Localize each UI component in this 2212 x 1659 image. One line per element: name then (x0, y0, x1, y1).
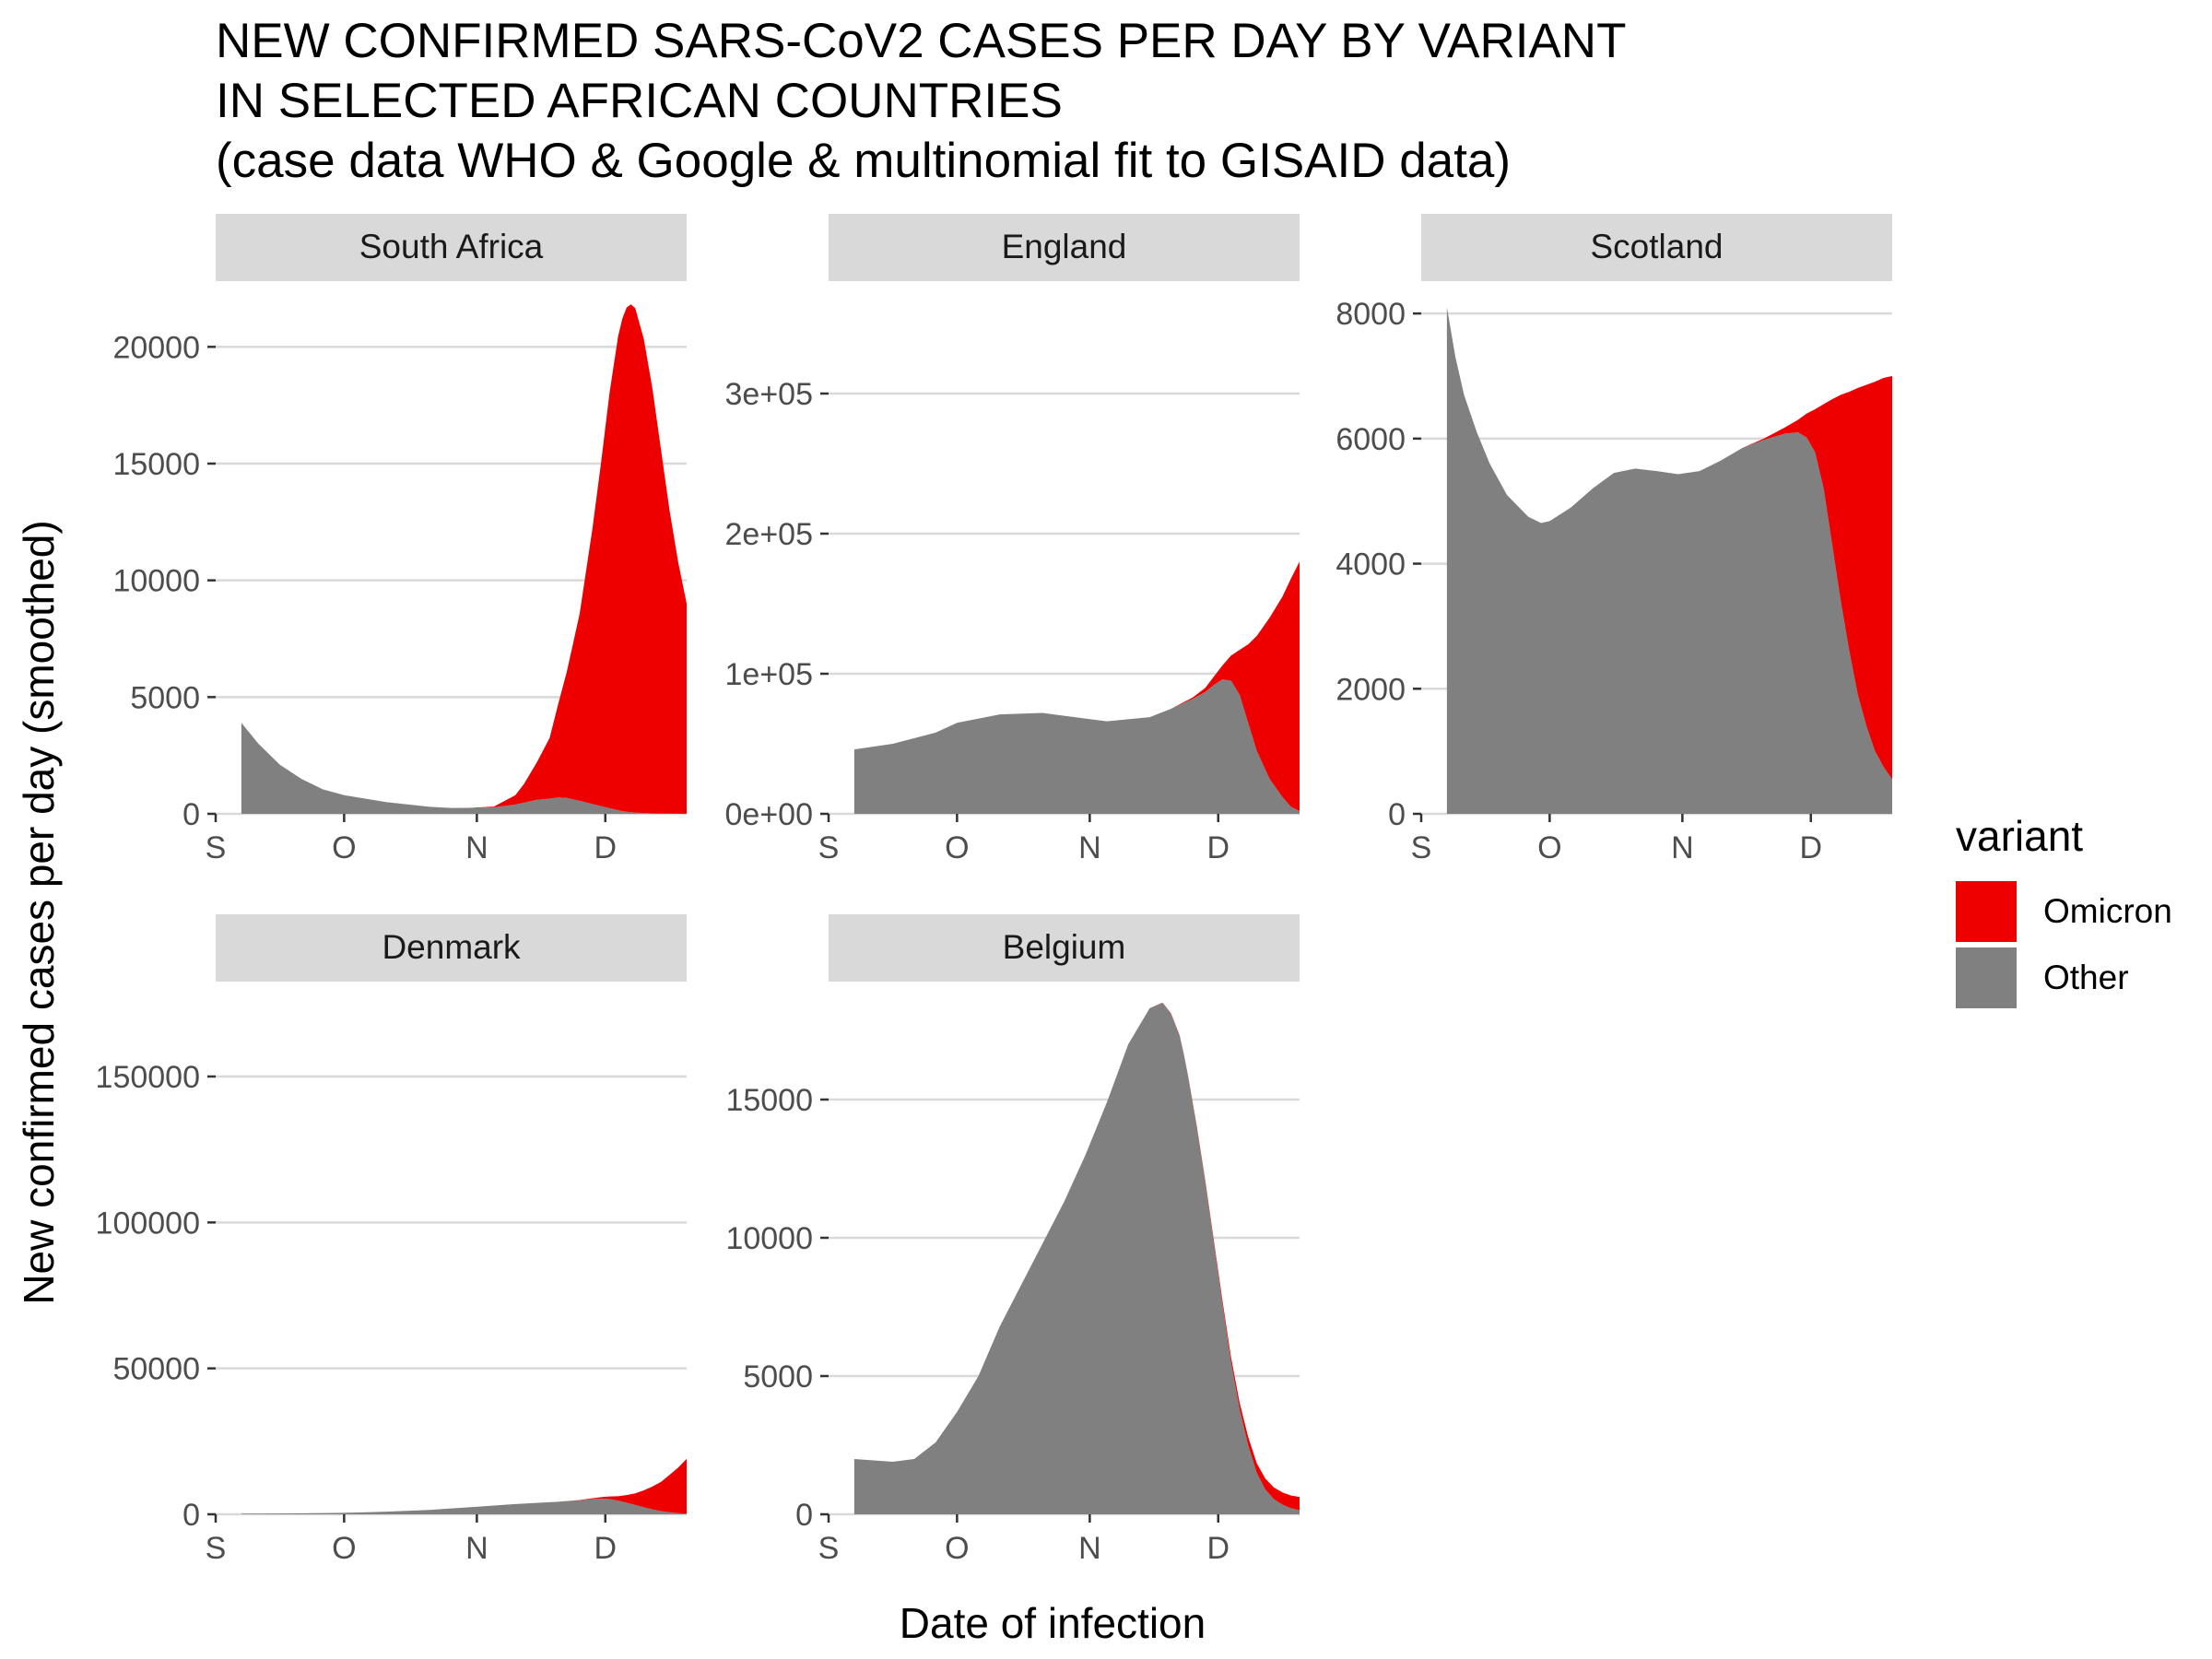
y-tick-label: 150000 (96, 1060, 200, 1095)
x-tick-label: O (1537, 830, 1561, 865)
x-tick-label: D (1206, 1531, 1230, 1566)
x-tick-label: D (594, 1531, 617, 1566)
y-tick-label: 1e+05 (725, 657, 814, 692)
y-tick-label: 15000 (725, 1083, 813, 1118)
title-line-2: IN SELECTED AFRICAN COUNTRIES (216, 74, 1063, 128)
y-tick-label: 5000 (743, 1359, 813, 1394)
y-tick-label: 4000 (1335, 547, 1406, 582)
x-tick-label: S (818, 830, 840, 865)
panel-denmark: Denmark 0 50000 100000 150000 S O N D (96, 914, 687, 1566)
y-tick-label: 2000 (1335, 672, 1406, 707)
strip-label: Scotland (1591, 228, 1724, 265)
strip-label: South Africa (359, 228, 544, 265)
strip-background (216, 214, 687, 281)
panel-south-africa: South Africa 0 5000 10000 15000 20000 S O N D (112, 214, 687, 865)
x-tick-label: N (1078, 830, 1101, 865)
y-tick-label: 3e+05 (725, 377, 814, 412)
strip-background (1421, 214, 1892, 281)
y-tick-label: 20000 (112, 330, 200, 365)
panel-scotland: Scotland 0 2000 4000 6000 8000 S O N D (1335, 214, 1892, 865)
area-other (241, 723, 687, 814)
x-tick-label: D (1799, 830, 1822, 865)
y-tick-label: 0e+00 (725, 797, 814, 832)
y-tick-label: 15000 (112, 447, 200, 482)
legend-key-omicron (1956, 881, 2017, 942)
strip-label: Belgium (1003, 928, 1126, 966)
legend-label-omicron: Omicron (2043, 892, 2172, 930)
x-tick-label: O (945, 830, 969, 865)
y-tick-label: 6000 (1335, 422, 1406, 457)
panel-belgium: Belgium 0 5000 10000 15000 S O N D (725, 914, 1300, 1566)
x-tick-label: O (332, 1531, 356, 1566)
legend-label-other: Other (2043, 959, 2129, 996)
legend-key-other (1956, 947, 2017, 1008)
area-omicron (241, 304, 687, 814)
area-other (853, 679, 1300, 814)
x-tick-label: N (1078, 1531, 1101, 1566)
area-other (1446, 307, 1892, 814)
strip-background (829, 914, 1300, 982)
x-tick-label: N (465, 1531, 488, 1566)
y-tick-label: 2e+05 (725, 517, 814, 552)
y-tick-label: 0 (795, 1498, 813, 1533)
y-tick-label: 50000 (112, 1352, 200, 1387)
area-omicron (853, 1002, 1300, 1511)
y-tick-label: 8000 (1335, 297, 1406, 332)
y-tick-label: 0 (182, 797, 200, 832)
panel-england: England 0e+00 1e+05 2e+05 3e+05 S O N D (725, 214, 1300, 865)
x-tick-label: N (1671, 830, 1694, 865)
title-line-3: (case data WHO & Google & multinomial fi… (216, 134, 1511, 188)
x-axis-title: Date of infection (900, 1599, 1206, 1647)
x-tick-label: S (818, 1531, 840, 1566)
x-tick-label: O (945, 1531, 969, 1566)
y-tick-label: 5000 (130, 680, 200, 715)
y-tick-label: 0 (182, 1498, 200, 1533)
strip-background (216, 914, 687, 982)
legend-title: variant (1956, 812, 2083, 860)
legend: variant Omicron Other (1956, 812, 2172, 1008)
x-tick-label: S (206, 1531, 227, 1566)
chart-title: NEW CONFIRMED SARS-CoV2 CASES PER DAY BY… (216, 14, 1626, 188)
x-tick-label: O (332, 830, 356, 865)
x-tick-label: N (465, 830, 488, 865)
x-tick-label: D (594, 830, 617, 865)
y-axis-title: New confirmed cases per day (smoothed) (15, 520, 63, 1304)
title-line-1: NEW CONFIRMED SARS-CoV2 CASES PER DAY BY… (216, 14, 1626, 68)
x-tick-label: D (1206, 830, 1230, 865)
x-tick-label: S (206, 830, 227, 865)
strip-label: England (1002, 228, 1127, 265)
y-tick-label: 0 (1388, 797, 1406, 832)
y-tick-label: 100000 (96, 1206, 200, 1241)
x-tick-label: S (1411, 830, 1432, 865)
strip-background (829, 214, 1300, 281)
y-tick-label: 10000 (725, 1221, 813, 1256)
strip-label: Denmark (382, 928, 521, 966)
area-omicron (853, 561, 1300, 811)
area-other (853, 1003, 1300, 1514)
y-tick-label: 10000 (112, 564, 200, 599)
area-other (241, 1498, 687, 1514)
